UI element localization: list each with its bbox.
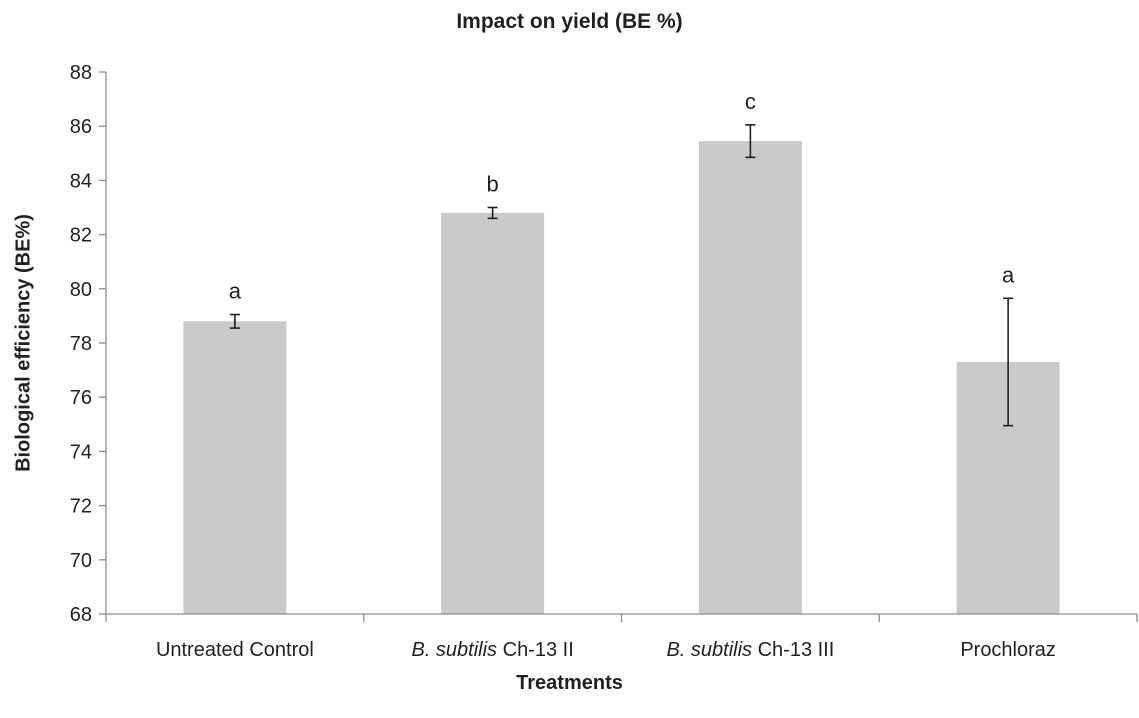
y-tick-label: 74 bbox=[70, 441, 92, 463]
x-tick-label-italic-part: B. subtilis bbox=[666, 639, 752, 661]
y-tick-label: 82 bbox=[70, 225, 92, 247]
y-tick-label: 88 bbox=[70, 62, 92, 84]
x-tick-label: Prochloraz bbox=[960, 639, 1056, 661]
x-tick-label-regular-part: Prochloraz bbox=[960, 639, 1056, 661]
significance-letter: a bbox=[229, 279, 242, 304]
chart-title: Impact on yield (BE %) bbox=[456, 10, 683, 33]
y-tick-label: 84 bbox=[70, 170, 92, 192]
x-axis-title: Treatments bbox=[516, 672, 623, 694]
bar bbox=[698, 141, 802, 615]
x-tick-label: Untreated Control bbox=[156, 639, 314, 661]
y-tick-label: 68 bbox=[70, 604, 92, 626]
y-tick-label: 76 bbox=[70, 387, 92, 409]
significance-letter: a bbox=[1002, 262, 1015, 287]
bar bbox=[441, 212, 545, 615]
bar bbox=[183, 321, 287, 614]
x-tick-label-italic-part: B. subtilis bbox=[411, 639, 497, 661]
chart-marks: a b c a 68 70 72 74 76 78 80 82 84 86 88 Untreated Cont… bbox=[70, 62, 1138, 661]
significance-letter: c bbox=[745, 89, 756, 114]
x-tick-label-regular-part: Ch-13 III bbox=[752, 639, 834, 661]
x-tick-label-regular-part: Ch-13 II bbox=[497, 639, 574, 661]
y-tick-label: 86 bbox=[70, 116, 92, 138]
x-tick-label: B. subtilis Ch-13 II bbox=[411, 639, 573, 661]
y-tick-label: 80 bbox=[70, 279, 92, 301]
y-axis-title: Biological efficiency (BE%) bbox=[12, 214, 35, 472]
y-tick-label: 70 bbox=[70, 550, 92, 572]
x-tick-label: B. subtilis Ch-13 III bbox=[666, 639, 834, 661]
significance-letter: b bbox=[487, 172, 499, 197]
y-tick-label: 78 bbox=[70, 333, 92, 355]
y-tick-label: 72 bbox=[70, 496, 92, 518]
